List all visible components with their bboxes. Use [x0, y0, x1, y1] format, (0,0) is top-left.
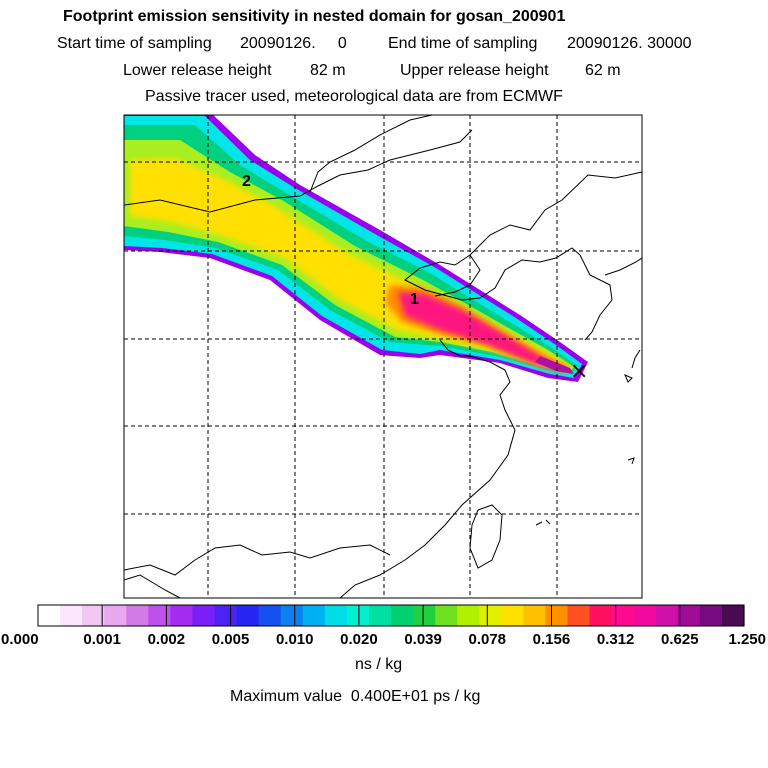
colorbar-swatch	[391, 605, 414, 626]
upper-release-height-label: Upper release height	[400, 62, 549, 79]
colorbar-swatch	[280, 605, 304, 626]
colorbar	[37, 604, 745, 627]
colorbar-swatch	[38, 605, 61, 626]
colorbar-tick-label: 0.000	[1, 631, 39, 648]
receptor-marker: ×	[570, 359, 588, 384]
colorbar-swatch	[192, 605, 216, 626]
colorbar-swatch	[413, 605, 436, 626]
map-title: Footprint emission sensitivity in nested…	[63, 8, 566, 25]
start-time-value: 20090126. 0	[240, 35, 347, 52]
colorbar-swatch	[677, 605, 701, 626]
cluster-marker-1: 1	[410, 291, 419, 308]
colorbar-swatch	[457, 605, 480, 626]
colorbar-swatch	[104, 605, 127, 626]
colorbar-tick-label: 0.156	[533, 631, 571, 648]
tracer-info: Passive tracer used, meteorological data…	[145, 88, 563, 105]
colorbar-swatch	[236, 605, 260, 626]
colorbar-swatch	[170, 605, 194, 626]
end-time-value: 20090126. 30000	[567, 35, 692, 52]
colorbar-tick-label: 1.250	[728, 631, 766, 648]
colorbar-tick-label: 0.005	[212, 631, 250, 648]
colorbar-swatch	[567, 605, 591, 626]
end-time-label: End time of sampling	[388, 35, 538, 52]
colorbar-swatch	[435, 605, 458, 626]
plume	[124, 115, 588, 382]
colorbar-tick-label: 0.078	[468, 631, 506, 648]
colorbar-tick-label: 0.001	[83, 631, 121, 648]
colorbar-tick-label: 0.020	[340, 631, 378, 648]
colorbar-swatch	[302, 605, 326, 626]
colorbar-swatch	[346, 605, 370, 626]
colorbar-swatch	[699, 605, 723, 626]
lower-release-height-value: 82 m	[310, 62, 346, 79]
colorbar-swatch	[721, 605, 745, 626]
colorbar-unit: ns / kg	[355, 656, 403, 673]
colorbar-swatch	[148, 605, 171, 626]
upper-release-height-value: 62 m	[585, 62, 621, 79]
graticule	[124, 115, 642, 598]
colorbar-swatch	[60, 605, 83, 626]
maximum-value: Maximum value 0.400E+01 ps / kg	[230, 688, 481, 705]
colorbar-tick-label: 0.002	[148, 631, 186, 648]
colorbar-swatch	[501, 605, 524, 626]
colorbar-tick-label: 0.312	[597, 631, 635, 648]
colorbar-swatch	[589, 605, 613, 626]
colorbar-tick-label: 0.039	[404, 631, 442, 648]
lower-release-height-label: Lower release height	[123, 62, 272, 79]
colorbar-swatch	[611, 605, 635, 626]
colorbar-swatch	[368, 605, 392, 626]
colorbar-swatch	[258, 605, 282, 626]
colorbar-swatch	[324, 605, 348, 626]
cluster-marker-2: 2	[242, 173, 251, 190]
colorbar-swatch	[126, 605, 149, 626]
colorbar-tick-label: 0.010	[276, 631, 314, 648]
colorbar-swatch	[655, 605, 679, 626]
colorbar-swatch	[523, 605, 547, 626]
colorbar-swatch	[82, 605, 105, 626]
start-time-label: Start time of sampling	[57, 35, 212, 52]
colorbar-tick-label: 0.625	[661, 631, 699, 648]
colorbar-swatch	[479, 605, 502, 626]
map-frame	[123, 114, 643, 599]
colorbar-ticks: 0.000 0.001 0.002 0.005 0.010 0.020 0.039 0.078…	[1, 605, 766, 648]
colorbar-swatch	[633, 605, 657, 626]
colorbar-swatch	[214, 605, 238, 626]
colorbar-swatch	[545, 605, 569, 626]
